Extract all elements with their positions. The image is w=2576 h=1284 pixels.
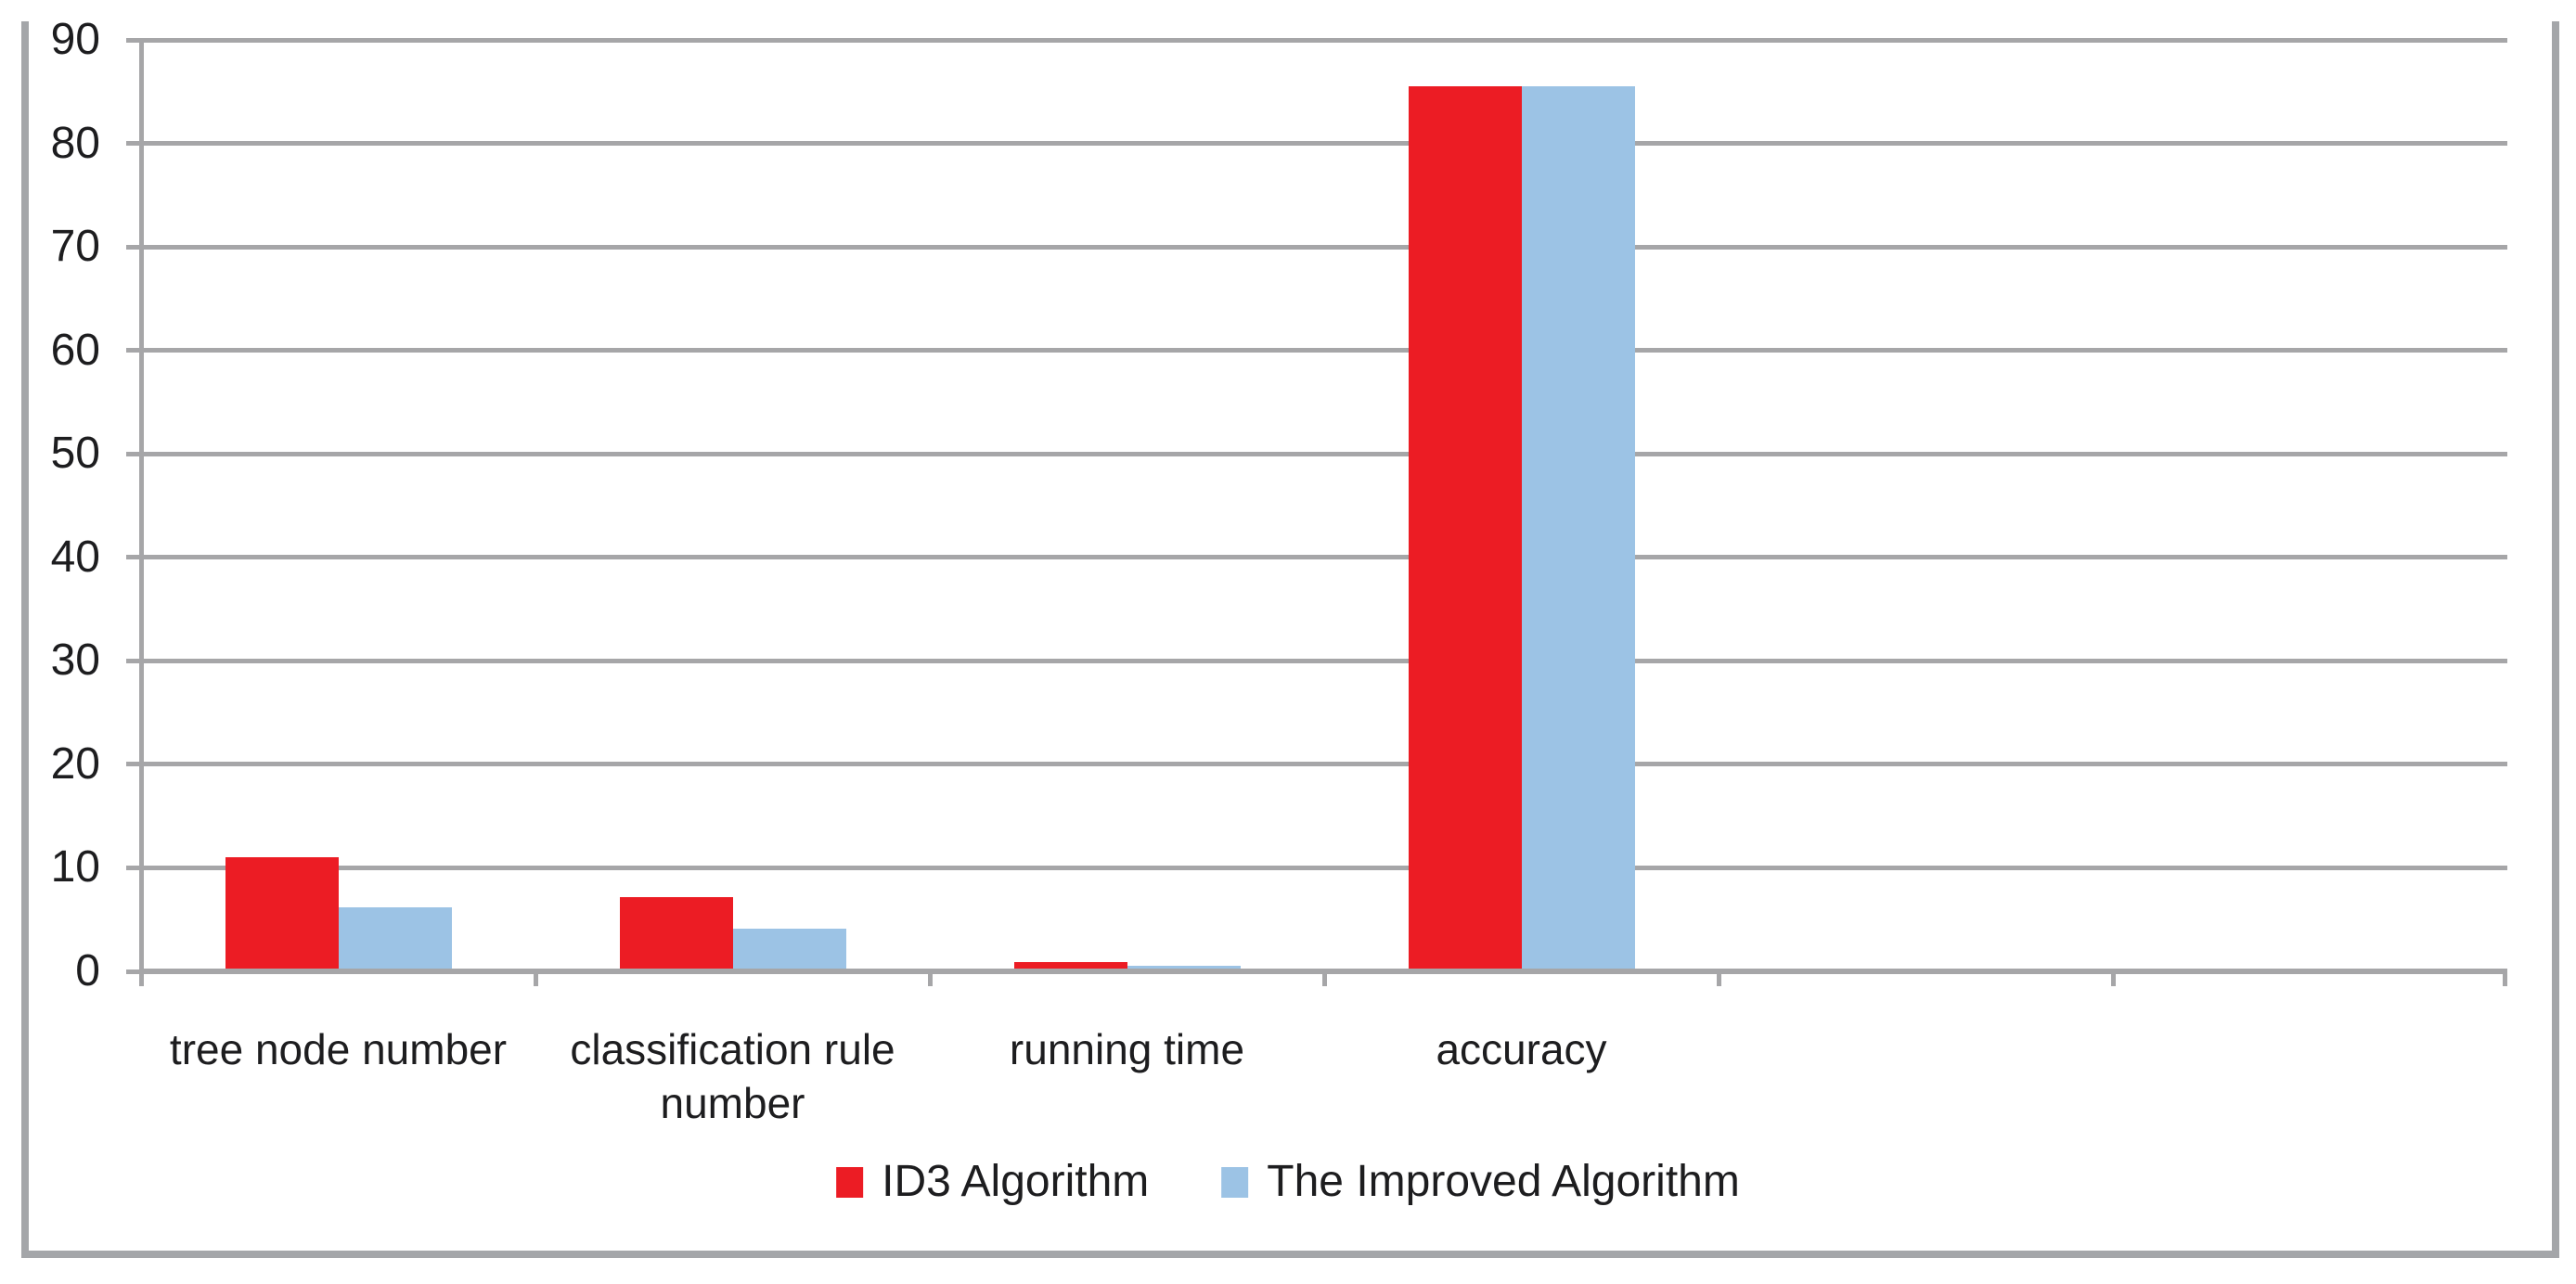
bar-id3-algorithm (1013, 961, 1127, 971)
y-axis-tick-label: 40 (50, 532, 100, 582)
axis-tick (126, 37, 141, 43)
gridline (141, 348, 2507, 353)
plot-area (141, 37, 2507, 974)
chart-border-frame (21, 21, 2559, 1258)
gridline (141, 37, 2507, 43)
y-axis-tick-label: 10 (50, 842, 100, 892)
axis-tick (126, 658, 141, 663)
gridline (141, 555, 2507, 560)
y-axis-tick-label: 50 (50, 429, 100, 479)
bar-id3-algorithm (1408, 86, 1522, 971)
axis-tick (533, 971, 538, 986)
x-axis-category-label: running time (1009, 1025, 1245, 1073)
axis-tick (927, 971, 933, 986)
y-axis-line (139, 40, 144, 986)
bar-improved-algorithm (1521, 86, 1635, 971)
y-axis-tick-label: 20 (50, 738, 100, 789)
axis-tick (1321, 971, 1327, 986)
axis-tick (126, 451, 141, 456)
y-axis-tick-label: 60 (50, 325, 100, 375)
legend-swatch-improved-icon (1221, 1166, 1249, 1198)
gridline (141, 865, 2507, 870)
y-axis-tick-label: 0 (75, 946, 100, 995)
axis-tick (1716, 971, 1721, 986)
axis-tick (126, 762, 141, 767)
legend-label: The Improved Algorithm (1267, 1157, 1740, 1206)
chart-legend: ID3 Algorithm The Improved Algorithm (836, 1154, 1740, 1210)
axis-tick (126, 865, 141, 870)
axis-tick (126, 244, 141, 250)
axis-tick (126, 555, 141, 560)
gridline (141, 451, 2507, 456)
x-axis-category-label: accuracy (1436, 1025, 1607, 1073)
axis-tick (2503, 971, 2507, 986)
gridline (141, 762, 2507, 767)
bar-improved-algorithm (338, 906, 452, 971)
axis-tick (126, 969, 141, 974)
axis-tick (126, 348, 141, 353)
y-axis-tick-label: 90 (50, 15, 100, 64)
legend-swatch-id3-icon (836, 1166, 864, 1198)
bar-id3-algorithm (619, 896, 733, 971)
bar-improved-algorithm (732, 929, 846, 971)
x-axis-category-label: tree node number (169, 1025, 508, 1073)
bar-id3-algorithm (225, 857, 339, 971)
gridline (141, 141, 2507, 147)
gridline (141, 658, 2507, 663)
axis-tick (138, 971, 144, 986)
legend-label: ID3 Algorithm (882, 1157, 1150, 1206)
x-axis-line (141, 969, 2507, 973)
x-axis-category-label: classification rule number (570, 1025, 895, 1127)
gridline (141, 244, 2507, 250)
y-axis-tick-label: 30 (50, 636, 100, 686)
legend-item-id3-algorithm: ID3 Algorithm (836, 1154, 1149, 1210)
y-axis-tick-label: 70 (50, 222, 100, 272)
y-axis-tick-label: 80 (50, 118, 100, 168)
axis-tick (2110, 971, 2116, 986)
legend-item-improved-algorithm: The Improved Algorithm (1221, 1154, 1740, 1210)
axis-tick (126, 141, 141, 147)
